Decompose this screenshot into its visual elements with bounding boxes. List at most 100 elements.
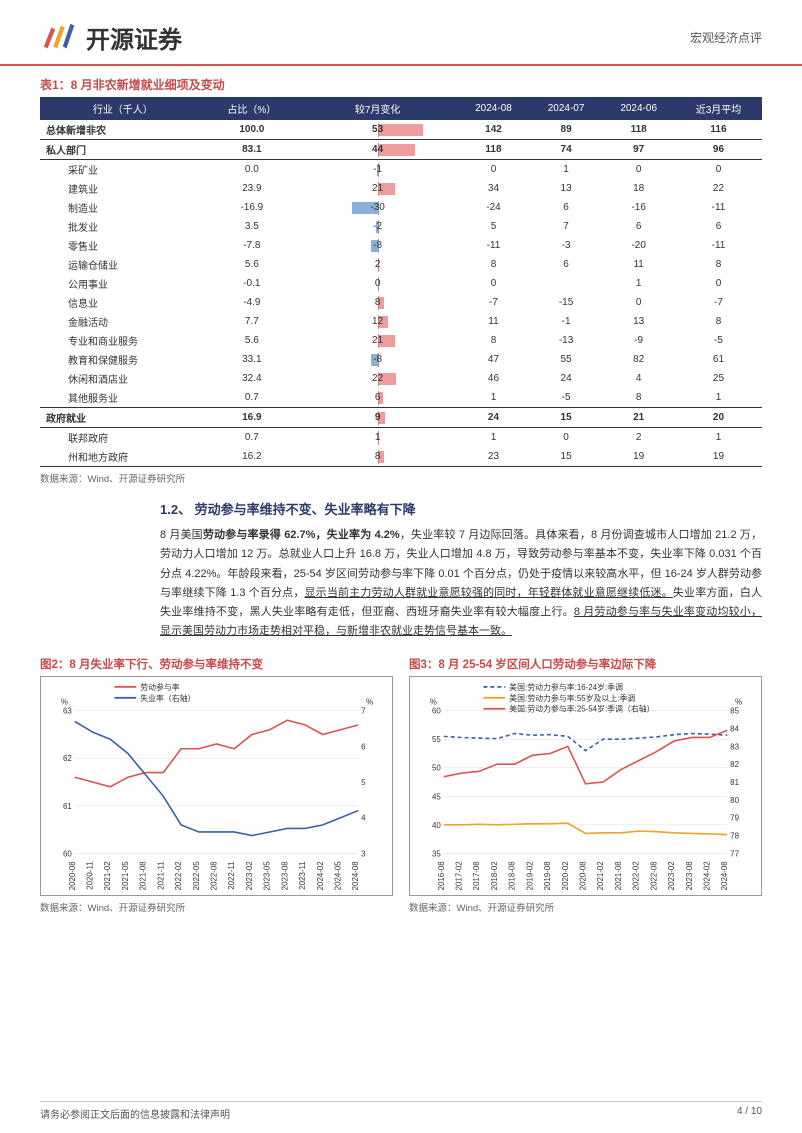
svg-text:35: 35 (432, 849, 441, 858)
chart2-box: 图2：8 月失业率下行、劳动参与率维持不变 6061626334567%%202… (40, 656, 393, 914)
svg-text:2020-02: 2020-02 (561, 861, 570, 890)
svg-text:美国:劳动力参与率:55岁及以上:季调: 美国:劳动力参与率:55岁及以上:季调 (509, 692, 635, 702)
chart2-svg: 6061626334567%%2020-082020-112021-022021… (41, 677, 392, 895)
table-row: 采矿业0.0-10100 (40, 160, 762, 180)
svg-text:2022-05: 2022-05 (192, 860, 201, 890)
table1-source: 数据来源：Wind、开源证券研究所 (40, 471, 762, 485)
svg-text:2018-08: 2018-08 (508, 860, 517, 890)
svg-text:%: % (735, 697, 742, 706)
svg-text:2023-02: 2023-02 (667, 861, 676, 890)
svg-text:50: 50 (432, 763, 441, 772)
svg-text:2021-08: 2021-08 (139, 860, 148, 890)
svg-text:2021-11: 2021-11 (156, 860, 165, 889)
table-row: 州和地方政府16.2823151919 (40, 447, 762, 467)
page-header: 开源证券 宏观经济点评 (0, 0, 802, 66)
svg-text:%: % (366, 697, 373, 706)
svg-text:2021-05: 2021-05 (121, 860, 130, 890)
table-row: 零售业-7.8-8-11-3-20-11 (40, 236, 762, 255)
svg-text:2020-11: 2020-11 (86, 860, 95, 889)
svg-text:2022-08: 2022-08 (210, 860, 219, 890)
section-1-2-title: 1.2、 劳动参与率维持不变、失业率略有下降 (160, 499, 762, 518)
table-row: 私人部门83.144118749796 (40, 140, 762, 160)
chart2-frame: 6061626334567%%2020-082020-112021-022021… (40, 676, 393, 896)
table-row: 运输仓储业5.6286118 (40, 255, 762, 274)
svg-text:2024-02: 2024-02 (702, 861, 711, 890)
table1: 行业（千人）占比（%）较7月变化2024-082024-072024-06近3月… (40, 97, 762, 467)
svg-text:2017-02: 2017-02 (455, 861, 464, 890)
svg-text:63: 63 (63, 706, 72, 715)
svg-text:2024-02: 2024-02 (316, 861, 325, 890)
svg-text:%: % (61, 697, 68, 706)
table-row: 其他服务业0.761-581 (40, 388, 762, 408)
svg-text:2023-08: 2023-08 (685, 860, 694, 890)
table1-col-4: 2024-07 (530, 97, 603, 120)
svg-text:83: 83 (730, 742, 739, 751)
table1-col-2: 较7月变化 (298, 97, 457, 120)
chart3-source: 数据来源：Wind、开源证券研究所 (409, 900, 762, 914)
svg-text:2022-11: 2022-11 (227, 860, 236, 889)
svg-text:失业率（右轴）: 失业率（右轴） (140, 692, 195, 702)
table-row: 教育和保健服务33.1-847558261 (40, 350, 762, 369)
table1-title: 表1：8 月非农新增就业细项及变动 (40, 76, 762, 93)
svg-text:60: 60 (63, 849, 72, 858)
table-row: 联邦政府0.711021 (40, 428, 762, 448)
svg-text:2023-11: 2023-11 (298, 860, 307, 889)
table1-col-3: 2024-08 (457, 97, 530, 120)
svg-text:82: 82 (730, 760, 739, 769)
table1-col-1: 占比（%） (206, 97, 298, 120)
svg-text:40: 40 (432, 820, 441, 829)
svg-text:2024-05: 2024-05 (333, 860, 342, 890)
svg-text:81: 81 (730, 778, 739, 787)
svg-text:2021-08: 2021-08 (614, 860, 623, 890)
table1-col-0: 行业（千人） (40, 97, 206, 120)
doc-category: 宏观经济点评 (690, 29, 762, 46)
svg-text:2023-08: 2023-08 (280, 860, 289, 890)
table-row: 休闲和酒店业32.4224624425 (40, 369, 762, 388)
svg-text:78: 78 (730, 831, 739, 840)
chart3-title: 图3：8 月 25-54 岁区间人口劳动参与率边际下降 (409, 656, 762, 672)
chart3-svg: 354045505560777879808182838485%%2016-082… (410, 677, 761, 895)
chart2-source: 数据来源：Wind、开源证券研究所 (40, 900, 393, 914)
table-row: 批发业3.5-25766 (40, 217, 762, 236)
main-content: 表1：8 月非农新增就业细项及变动 行业（千人）占比（%）较7月变化2024-0… (0, 66, 802, 914)
svg-text:60: 60 (432, 706, 441, 715)
table-row: 总体新增非农100.05314289118116 (40, 120, 762, 140)
table-row: 信息业-4.98-7-150-7 (40, 293, 762, 312)
svg-text:美国:劳动力参与率:16-24岁:季调: 美国:劳动力参与率:16-24岁:季调 (509, 681, 623, 691)
svg-text:%: % (430, 697, 437, 706)
table-row: 公用事业-0.10010 (40, 274, 762, 293)
svg-text:美国:劳动力参与率:25-54岁:季调（右轴）: 美国:劳动力参与率:25-54岁:季调（右轴） (509, 703, 654, 713)
table-row: 政府就业16.9924152120 (40, 408, 762, 428)
table-row: 建筑业23.92134131822 (40, 179, 762, 198)
section-1-2-body: 8 月美国劳动参与率录得 62.7%，失业率为 4.2%，失业率较 7 月边际回… (40, 526, 762, 642)
svg-text:2020-08: 2020-08 (579, 860, 588, 890)
svg-text:77: 77 (730, 849, 739, 858)
svg-text:劳动参与率: 劳动参与率 (140, 681, 180, 691)
chart2-title: 图2：8 月失业率下行、劳动参与率维持不变 (40, 656, 393, 672)
svg-text:45: 45 (432, 792, 441, 801)
footer-page: 4 / 10 (737, 1106, 762, 1121)
svg-text:61: 61 (63, 801, 72, 810)
table1-col-6: 近3月平均 (675, 97, 762, 120)
page-footer: 请务必参阅正文后面的信息披露和法律声明 4 / 10 (40, 1101, 762, 1121)
svg-text:3: 3 (361, 849, 366, 858)
svg-text:2020-08: 2020-08 (68, 860, 77, 890)
svg-text:2022-02: 2022-02 (174, 861, 183, 890)
svg-text:55: 55 (432, 735, 441, 744)
svg-text:79: 79 (730, 813, 739, 822)
svg-text:5: 5 (361, 778, 366, 787)
p1-pre: 8 月美国 (160, 529, 203, 541)
charts-row: 图2：8 月失业率下行、劳动参与率维持不变 6061626334567%%202… (40, 656, 762, 914)
svg-text:2022-08: 2022-08 (649, 860, 658, 890)
svg-text:2017-08: 2017-08 (472, 860, 481, 890)
svg-text:4: 4 (361, 813, 366, 822)
p1-bold: 劳动参与率录得 62.7%，失业率为 4.2% (203, 529, 400, 541)
svg-text:6: 6 (361, 742, 366, 751)
svg-text:80: 80 (730, 795, 739, 804)
footer-disclaimer: 请务必参阅正文后面的信息披露和法律声明 (40, 1106, 230, 1121)
brand-logo-icon (40, 18, 78, 56)
svg-text:2023-05: 2023-05 (263, 860, 272, 890)
svg-text:84: 84 (730, 724, 739, 733)
svg-text:2021-02: 2021-02 (103, 861, 112, 890)
svg-text:85: 85 (730, 706, 739, 715)
